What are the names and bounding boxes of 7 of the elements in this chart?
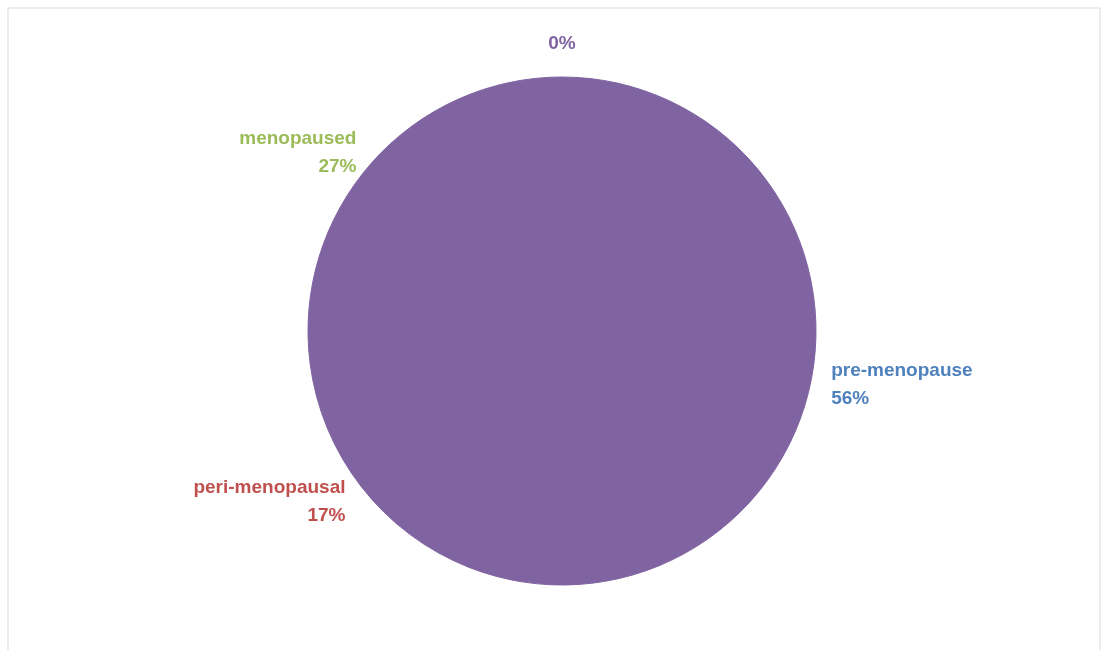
slice-label: peri-menopausal — [193, 475, 346, 497]
data-label: 17% — [307, 503, 346, 525]
text: 0% — [548, 32, 576, 53]
data-label: 27% — [318, 154, 357, 176]
data-label: 56% — [831, 387, 870, 409]
slice-label: pre-menopause — [831, 359, 973, 381]
slice-label: menopaused — [239, 126, 357, 148]
